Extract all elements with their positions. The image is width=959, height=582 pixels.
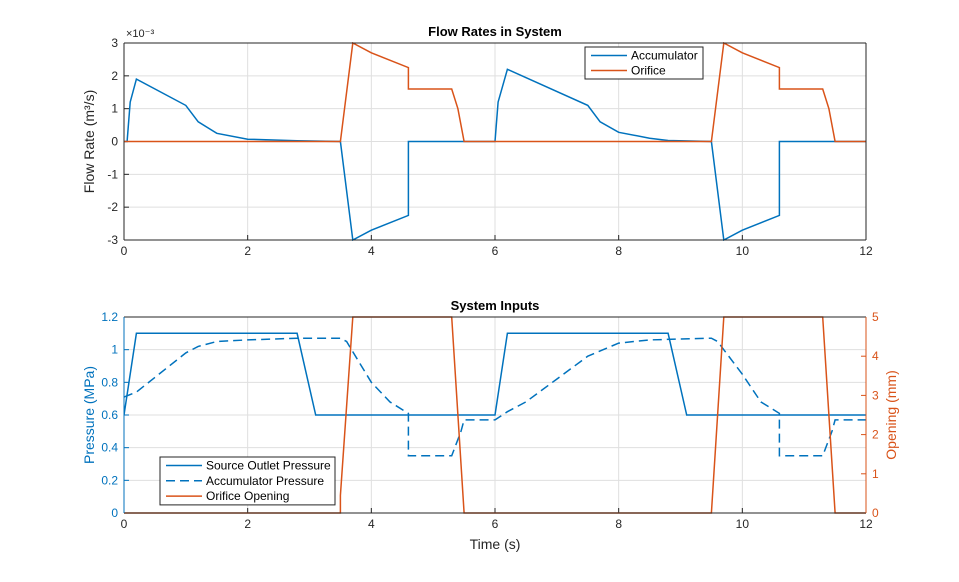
x-tick-label: 8	[615, 244, 622, 258]
x-tick-label: 8	[615, 517, 622, 531]
y-right-tick-label: 0	[872, 506, 879, 520]
y-tick-label: 1.2	[101, 310, 118, 324]
legend-label: Orifice	[631, 64, 666, 78]
legend-label: Accumulator	[631, 49, 698, 63]
x-tick-label: 2	[244, 244, 251, 258]
x-axis-label: Time (s)	[470, 536, 521, 552]
y-tick-label: 3	[111, 36, 118, 50]
x-tick-label: 4	[368, 517, 375, 531]
x-tick-label: 4	[368, 244, 375, 258]
y-right-tick-label: 2	[872, 428, 879, 442]
legend-label: Source Outlet Pressure	[206, 459, 331, 473]
y-tick-label: 0.6	[101, 408, 118, 422]
y-tick-label: 2	[111, 69, 118, 83]
y-right-tick-label: 3	[872, 388, 879, 402]
series-line-accumulator	[124, 68, 866, 241]
y-tick-label: 0	[111, 506, 118, 520]
chart-title: System Inputs	[451, 298, 540, 313]
y-tick-label: -2	[107, 200, 118, 214]
legend-label: Accumulator Pressure	[206, 474, 324, 488]
series-line-orifice	[124, 42, 866, 143]
y-right-tick-label: 5	[872, 310, 879, 324]
y-exponent-label: ×10⁻³	[126, 28, 154, 40]
series-line-source-outlet-pressure	[124, 332, 866, 416]
x-tick-label: 0	[121, 244, 128, 258]
y-right-tick-label: 1	[872, 467, 879, 481]
x-tick-label: 2	[244, 517, 251, 531]
y-tick-label: 0.4	[101, 441, 118, 455]
legend-box	[159, 456, 336, 506]
legend-box	[584, 46, 704, 80]
y-right-axis-label: Opening (mm)	[883, 370, 899, 459]
x-tick-label: 6	[492, 517, 499, 531]
x-tick-label: 10	[736, 244, 750, 258]
x-tick-label: 12	[859, 244, 873, 258]
y-tick-label: 0	[111, 135, 118, 149]
y-tick-label: -1	[107, 167, 118, 181]
y-axis-label: Pressure (MPa)	[81, 366, 97, 464]
x-tick-label: 10	[736, 517, 750, 531]
y-right-tick-label: 4	[872, 349, 879, 363]
chart-title: Flow Rates in System	[428, 24, 562, 39]
y-tick-label: -3	[107, 233, 118, 247]
y-tick-label: 1	[111, 343, 118, 357]
y-tick-label: 0.8	[101, 375, 118, 389]
legend-label: Orifice Opening	[206, 489, 289, 503]
x-tick-label: 0	[121, 517, 128, 531]
y-tick-label: 0.2	[101, 473, 118, 487]
x-tick-label: 12	[859, 517, 873, 531]
y-tick-label: 1	[111, 102, 118, 116]
x-tick-label: 6	[492, 244, 499, 258]
y-axis-label: Flow Rate (m³/s)	[81, 90, 97, 193]
